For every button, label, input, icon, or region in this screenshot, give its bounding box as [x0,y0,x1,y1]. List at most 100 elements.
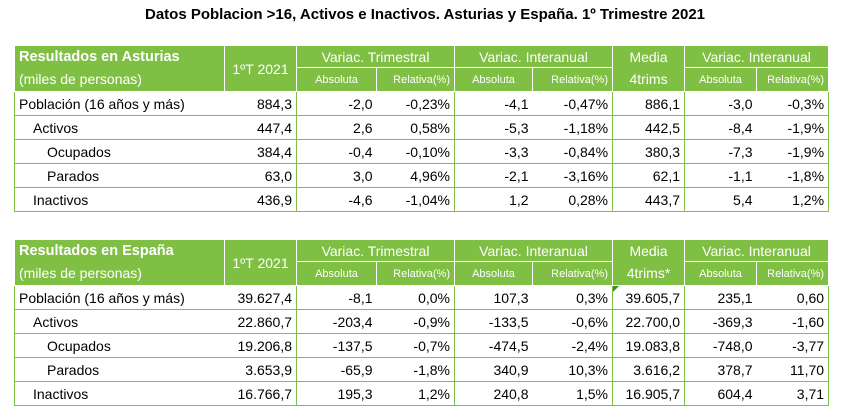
table-row-poblacion: Población (16 años y más) 39.627,4 -8,1 0,0… [14,285,830,310]
asturias-table: Resultados en Asturias 1ºT 2021 Variac. … [14,45,830,212]
table-row-activos: Activos 22.860,7 -203,4 -0,9% -133,5 -0,6% 22.… [14,309,830,334]
abs-header: Absoluta [454,67,533,92]
cell-value: 22.860,7 [224,309,297,334]
table-row-activos: Activos 447,4 2,6 0,58% -5,3 -1,18% 442,5 -8,4-… [14,115,830,140]
cell-value: 63,0 [224,163,297,188]
row-label: Activos [14,309,225,334]
cell-value: -133,5 [454,309,533,334]
cell-value: 884,3 [224,91,297,116]
cell-value: 604,4 [684,381,757,406]
cell-value: 4,96% [376,163,455,188]
row-label: Población (16 años y más) [14,285,225,310]
media-sub-header: 4trims* [612,261,686,286]
cell-value: -1,8% [756,163,830,188]
cell-value: -1,1 [684,163,757,188]
cell-value: -474,5 [454,333,533,358]
cell-value: 16.766,7 [224,381,297,406]
cell-value: 0,60 [756,285,830,310]
cell-value: 443,7 [612,187,686,212]
cell-value: 384,4 [224,139,297,164]
abs-header: Absoluta [684,67,758,92]
row-label: Inactivos [14,381,225,406]
cell-value: 16.905,7 [612,381,686,406]
cell-value: 0,58% [376,115,455,140]
cell-value: -8,4 [684,115,757,140]
cell-value: 39.605,7 [612,285,686,310]
abs-header: Absoluta [684,261,758,286]
cell-value: -1,04% [376,187,455,212]
media-sub-header: 4trims [612,67,686,92]
var-interanual-media-header: Variac. Interanual [684,239,830,262]
cell-value: -2,1 [454,163,533,188]
rel-header: Relativa(%) [756,261,830,286]
table-row-inactivos: Inactivos 16.766,7 195,3 1,2% 240,8 1,5% 16.90… [14,381,830,406]
var-trimestral-header: Variac. Trimestral [296,239,455,262]
cell-value: -7,3 [684,139,757,164]
cell-value: 442,5 [612,115,686,140]
table-row-poblacion: Población (16 años y más) 884,3 -2,0 -0,23%… [14,91,830,116]
page-title: Datos Poblacion >16, Activos e Inactivos… [144,6,706,23]
cell-value: 5,4 [684,187,757,212]
rel-header: Relativa(%) [531,67,614,92]
cell-value: -4,1 [454,91,533,116]
cell-value: -137,5 [296,333,377,358]
rel-header: Relativa(%) [756,67,830,92]
row-label: Ocupados [14,139,225,164]
rel-header: Relativa(%) [376,67,455,92]
cell-value: -1,60 [756,309,830,334]
abs-header: Absoluta [296,67,377,92]
period-header: 1ºT 2021 [224,239,297,286]
cell-value: -748,0 [684,333,757,358]
cell-value: 1,2 [454,187,533,212]
cell-value: -1,8% [376,357,455,382]
cell-value: -1,9% [756,115,830,140]
cell-value: -5,3 [454,115,533,140]
var-trimestral-header: Variac. Trimestral [296,45,455,68]
cell-value: 1,2% [376,381,455,406]
cell-value: 240,8 [454,381,533,406]
var-interanual-header: Variac. Interanual [453,45,614,68]
cell-value: -8,1 [296,285,377,310]
table-row-ocupados: Ocupados 384,4 -0,4 -0,10% -3,3 -0,84% 380,3 -7… [14,139,830,164]
cell-value: 340,9 [454,357,533,382]
cell-value: -0,23% [376,91,455,116]
cell-value: 11,70 [756,357,830,382]
media-header: Media [612,239,686,262]
cell-value: -0,7% [376,333,455,358]
cell-value: -0,10% [376,139,455,164]
cell-value: 436,9 [224,187,297,212]
cell-value: -0,47% [532,91,614,116]
abs-header: Absoluta [454,261,533,286]
table-row-inactivos: Inactivos 436,9 -4,6 -1,04% 1,2 0,28% 443,7 5,4… [14,187,830,212]
cell-value: -3,16% [532,163,614,188]
media-header: Media [612,45,686,68]
cell-value: 886,1 [612,91,686,116]
cell-value: -1,9% [756,139,830,164]
var-interanual-media-header: Variac. Interanual [684,45,830,68]
table-row-ocupados: Ocupados 19.206,8 -137,5 -0,7% -474,5 -2,4% 19… [14,333,830,358]
cell-value: 1,5% [532,381,614,406]
cell-value: 107,3 [454,285,533,310]
row-label: Inactivos [14,187,225,212]
row-label: Parados [14,357,225,382]
cell-value: 380,3 [612,139,686,164]
cell-value: -369,3 [684,309,757,334]
cell-value: 3,71 [756,381,830,406]
table-row-parados: Parados 63,0 3,0 4,96% -2,1 -3,16% 62,1 -1,1 -1,… [14,163,830,188]
cell-value: -0,9% [376,309,455,334]
cell-value: 0,0% [376,285,455,310]
cell-value: -3,0 [684,91,757,116]
cell-value: -0,4 [296,139,377,164]
cell-value: 10,3% [532,357,614,382]
cell-value: -203,4 [296,309,377,334]
cell-value: 19.206,8 [224,333,297,358]
cell-value: -0,3% [756,91,830,116]
row-label: Población (16 años y más) [14,91,225,116]
var-interanual-header: Variac. Interanual [453,239,614,262]
cell-value: -3,77 [756,333,830,358]
cell-value: 22.700,0 [612,309,686,334]
espana-table: Resultados en España 1ºT 2021 Variac. Tr… [14,239,830,406]
cell-value: -3,3 [454,139,533,164]
cell-value: 378,7 [684,357,757,382]
row-label: Activos [14,115,225,140]
